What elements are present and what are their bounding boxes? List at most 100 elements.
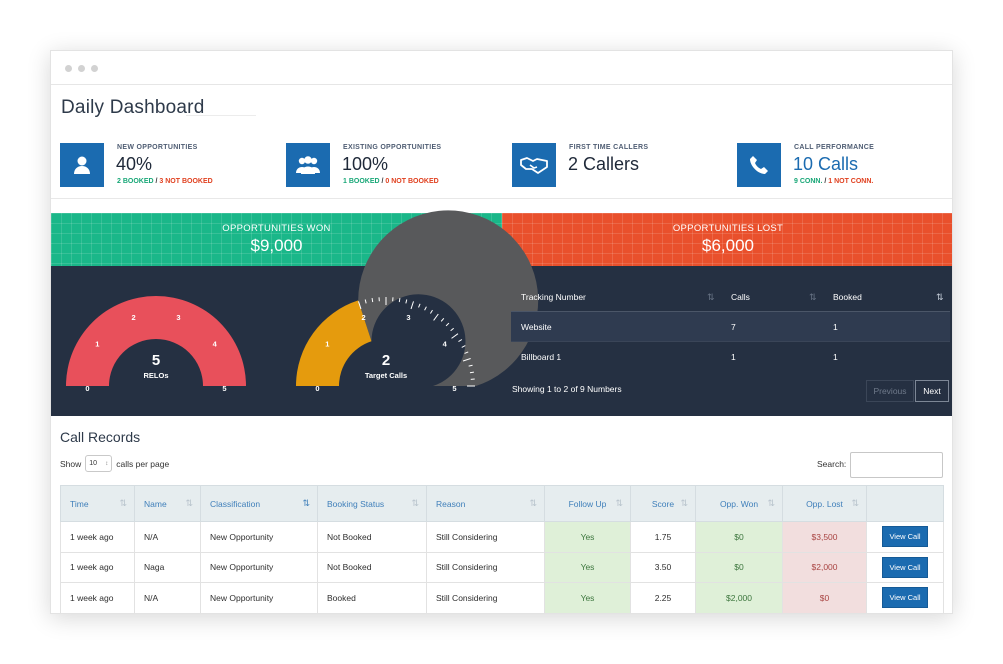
- gauge-fill: [66, 296, 246, 386]
- col-name[interactable]: Name ⇅: [134, 485, 201, 522]
- tracking-row: Billboard 1 1 1: [511, 342, 950, 372]
- opportunities-won-label: OPPORTUNITIES WON: [222, 223, 331, 234]
- gauge-value: 5: [152, 352, 160, 369]
- view-call-button[interactable]: View Call: [882, 587, 928, 609]
- gauge-tick-label: 2: [362, 313, 366, 322]
- view-call-button[interactable]: View Call: [882, 526, 928, 548]
- sort-icon[interactable]: ⇅: [707, 292, 715, 302]
- gauge-tick: [418, 303, 421, 308]
- gauge-max-label: 5: [222, 384, 226, 393]
- col-actions: [866, 485, 944, 522]
- user-icon: [60, 143, 104, 187]
- gauge-min-label: 0: [315, 384, 319, 393]
- cell-follow-up: Yes: [544, 521, 631, 553]
- cell-classification: New Opportunity: [200, 521, 318, 553]
- col-classification[interactable]: Classification ⇅: [200, 485, 318, 522]
- gauge-tick-label: 3: [406, 313, 410, 322]
- gauge-tick: [450, 327, 455, 332]
- cell-reason: Still Considering: [426, 582, 545, 613]
- gauge-tick-label: 4: [213, 339, 218, 348]
- window-dot-icon: [78, 65, 85, 72]
- cell-classification: New Opportunity: [200, 551, 318, 583]
- cell-opp-won: $0: [695, 521, 783, 553]
- sort-icon: ⇅: [851, 498, 859, 508]
- cell-opp-won: $2,000: [695, 582, 783, 613]
- updown-icon: ↕: [105, 460, 109, 467]
- col-follow-up[interactable]: Follow Up ⇅: [544, 485, 631, 522]
- gauge-tick: [458, 339, 463, 343]
- gauge-tick: [433, 313, 439, 321]
- col-reason[interactable]: Reason ⇅: [426, 485, 545, 522]
- kpi-row: NEW OPPORTUNITIES 40% 2 BOOKED / 3 NOT B…: [51, 135, 952, 199]
- col-opp-won[interactable]: Opp. Won ⇅: [695, 485, 783, 522]
- cell-opp-lost: $3,500: [782, 521, 867, 553]
- gauge-tick: [398, 298, 401, 303]
- kpi-value: 100%: [342, 154, 389, 174]
- cell-action: View Call: [866, 551, 944, 583]
- col-time[interactable]: Time ⇅: [60, 485, 135, 522]
- gauge-tick: [371, 298, 374, 303]
- view-call-button[interactable]: View Call: [882, 556, 928, 578]
- col-opp-lost[interactable]: Opp. Lost ⇅: [782, 485, 867, 522]
- call-records-table: Time ⇅ Name ⇅ Classification ⇅ Booking Stat…: [60, 485, 944, 613]
- tracking-row: Website 7 1: [511, 312, 950, 342]
- target-calls-gauge: 1 2 3 4 0 5 2 Target Calls: [281, 210, 539, 416]
- cell-action: View Call: [866, 582, 944, 613]
- tracking-cell: Website: [521, 322, 552, 332]
- handshake-icon: [512, 143, 556, 187]
- gauge-tick-label: 1: [325, 339, 329, 348]
- title-divider: [186, 115, 256, 116]
- cell-opp-lost: $2,000: [782, 551, 867, 583]
- gauge-tick: [405, 299, 408, 304]
- kpi-new-opportunities: NEW OPPORTUNITIES 40% 2 BOOKED / 3 NOT B…: [60, 143, 280, 191]
- per-page-label: calls per page: [116, 458, 170, 469]
- gauge-tick: [445, 322, 450, 327]
- gauge-tick: [469, 371, 474, 374]
- tracking-cell: Billboard 1: [521, 352, 562, 362]
- app-window: Daily Dashboard NEW OPPORTUNITIES 40% 2 …: [50, 50, 953, 614]
- sort-icon: ⇅: [767, 498, 775, 508]
- gauge-min-label: 0: [85, 384, 89, 393]
- table-row: 1 week ago N/A New Opportunity Not Booke…: [60, 521, 944, 553]
- gauge-value: 2: [382, 352, 390, 369]
- window-dot-icon: [91, 65, 98, 72]
- cell-opp-lost: $0: [782, 582, 867, 613]
- kpi-label: NEW OPPORTUNITIES: [117, 144, 198, 151]
- sort-icon[interactable]: ⇅: [809, 292, 817, 302]
- kpi-label: CALL PERFORMANCE: [794, 144, 875, 151]
- tracking-cell: 1: [833, 352, 838, 362]
- search-input[interactable]: [850, 452, 943, 478]
- gauge-label: RELOs: [143, 371, 168, 380]
- gauge-max-label: 5: [452, 384, 456, 393]
- gauge-tick: [468, 364, 473, 367]
- cell-name: N/A: [134, 521, 201, 553]
- sort-desc-icon[interactable]: ⇅: [936, 292, 944, 302]
- tracking-header-calls[interactable]: Calls: [731, 292, 750, 302]
- gauge-tick-label: 4: [443, 339, 448, 348]
- previous-button[interactable]: Previous: [866, 380, 914, 402]
- col-score[interactable]: Score ⇅: [630, 485, 696, 522]
- tracking-showing-info: Showing 1 to 2 of 9 Numbers: [512, 384, 622, 394]
- kpi-existing-opportunities: EXISTING OPPORTUNITIES 100% 1 BOOKED / 0…: [286, 143, 506, 191]
- cell-follow-up: Yes: [544, 551, 631, 583]
- cell-name: N/A: [134, 582, 201, 613]
- cell-follow-up: Yes: [544, 582, 631, 613]
- table-row: 1 week ago Naga New Opportunity Not Book…: [60, 551, 944, 583]
- tracking-table: Tracking Number ⇅ Calls ⇅ Booked ⇅ Websi…: [511, 282, 950, 372]
- gauge-tick: [461, 345, 466, 348]
- relos-gauge: 1 2 3 4 0 5 5 RELOs: [51, 266, 281, 416]
- sort-asc-icon: ⇅: [302, 498, 310, 508]
- page-length-select[interactable]: 10 ↕: [85, 455, 113, 472]
- kpi-label: FIRST TIME CALLERS: [569, 144, 649, 151]
- gauge-tick: [451, 333, 459, 339]
- tracking-cell: 7: [731, 322, 736, 332]
- next-button[interactable]: Next: [915, 380, 949, 402]
- gauge-tick: [462, 358, 471, 362]
- tracking-header-booked[interactable]: Booked: [833, 292, 862, 302]
- sort-icon: ⇅: [529, 498, 537, 508]
- kpi-call-performance: CALL PERFORMANCE 10 Calls 9 CONN. / 1 NO…: [737, 143, 952, 191]
- col-booking-status[interactable]: Booking Status ⇅: [317, 485, 427, 522]
- gauge-tick: [410, 301, 414, 310]
- tracking-header-number[interactable]: Tracking Number: [521, 292, 586, 302]
- cell-booking-status: Booked: [317, 582, 427, 613]
